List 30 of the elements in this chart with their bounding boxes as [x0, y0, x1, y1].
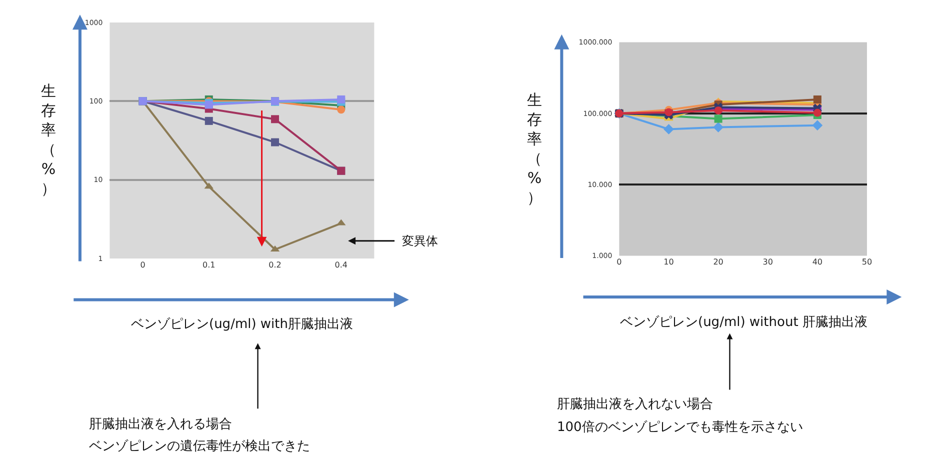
point [337, 95, 346, 104]
point [713, 122, 724, 132]
text: 肝臓抽出液を入れる場合 [89, 417, 232, 432]
x-tick-label: 0.1 [202, 260, 216, 270]
point [664, 124, 674, 134]
point [812, 120, 823, 131]
x-tick-label: 0.2 [268, 260, 282, 270]
x-tick-label: 50 [862, 258, 872, 267]
text: 100倍のベンゾピレンでも毒性を示さない [557, 420, 803, 435]
point [813, 108, 822, 117]
point [271, 138, 280, 146]
x-tick-label: 30 [762, 258, 773, 267]
x-axis-title: ベンゾピレン(ug/ml) with肝臓抽出液 [131, 317, 354, 332]
text: 肝臓抽出液を入れない場合 [557, 397, 713, 412]
point [271, 115, 280, 124]
text: 変異体 [402, 234, 438, 248]
text: ベンゾピレンの遺伝毒性が検出できた [89, 439, 310, 454]
y-axis-title: 生存率（%） [527, 91, 542, 206]
x-axis-title: ベンゾピレン(ug/ml) without 肝臓抽出液 [620, 315, 868, 330]
x-tick-label: 10 [664, 258, 674, 267]
x-tick-label: 0 [140, 260, 146, 270]
y-axis-title: 生存率（%） [41, 82, 56, 198]
point [714, 114, 722, 123]
point [337, 106, 346, 114]
x-tick-label: 0 [616, 258, 622, 267]
point [204, 116, 213, 125]
x-tick-label: 40 [812, 258, 823, 267]
x-tick-label: 0.4 [334, 260, 348, 270]
point [813, 95, 822, 104]
x-tick-label: 20 [713, 258, 724, 267]
